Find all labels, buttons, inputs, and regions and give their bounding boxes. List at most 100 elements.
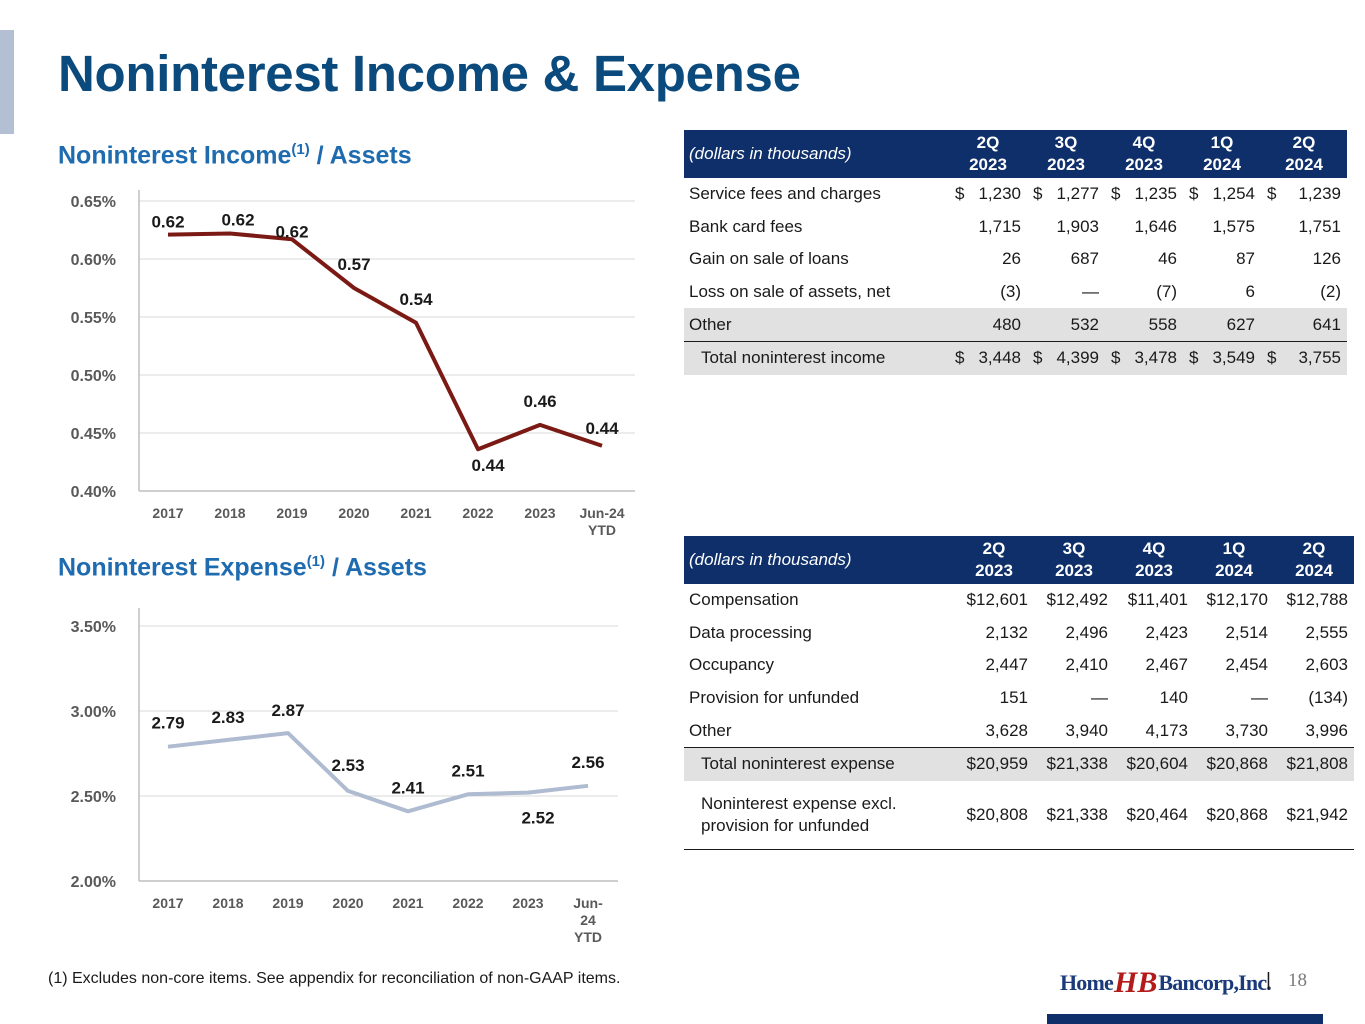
expense-data-label: 2.87 xyxy=(271,701,304,720)
table-cell: $12,170 xyxy=(1206,590,1268,610)
expense-chart-title-suffix: / Assets xyxy=(325,553,427,582)
income-col-header: 2Q 2023 xyxy=(949,130,1027,178)
table-cell: $20,868 xyxy=(1194,746,1274,781)
expense-data-label: 2.56 xyxy=(571,753,604,772)
table-cell: 2,423 xyxy=(1145,622,1188,642)
table-cell: (7) xyxy=(1156,282,1177,302)
table-cell: $21,808 xyxy=(1274,746,1354,781)
row-label: Bank card fees xyxy=(689,216,803,236)
page-number: 18 xyxy=(1288,970,1307,991)
company-logo: Home HB Bancorp,Inc. xyxy=(1060,966,1272,1000)
table-cell: 3,996 xyxy=(1305,720,1348,740)
income-data-label: 0.44 xyxy=(585,419,619,438)
income-data-label: 0.54 xyxy=(399,290,433,309)
table-cell: $20,464 xyxy=(1114,780,1194,850)
expense-data-label: 2.51 xyxy=(451,761,484,780)
expense-col-header: 4Q 2023 xyxy=(1114,536,1194,584)
table-cell: 2,467 xyxy=(1145,655,1188,675)
table-cell: $20,808 xyxy=(954,780,1034,850)
table-row: Provision for unfunded 151 — 140 — (134) xyxy=(684,682,1354,715)
table-cell: $20,959 xyxy=(954,746,1034,781)
table-cell: $3,448 xyxy=(949,340,1027,375)
table-cell: 687 xyxy=(1070,249,1099,269)
table-cell: 627 xyxy=(1183,308,1261,342)
income-series-line xyxy=(167,231,603,452)
table-cell: $3,755 xyxy=(1261,340,1347,375)
row-label: Total noninterest income xyxy=(684,340,949,375)
table-cell: 3,628 xyxy=(985,720,1028,740)
expense-line-chart: 2.00% 2.50% 3.00% 3.50% 2017 2018 2019 2020 2021… xyxy=(71,608,618,945)
total-row: Total noninterest expense $20,959 $21,33… xyxy=(684,746,1354,781)
expense-x-tick-label: 24 xyxy=(580,912,596,928)
table-cell: 2,555 xyxy=(1305,622,1348,642)
income-x-tick-label: YTD xyxy=(588,522,616,538)
income-x-tick-label: 2022 xyxy=(462,505,493,521)
expense-x-tick-label: 2021 xyxy=(392,895,423,911)
income-data-label: 0.62 xyxy=(275,222,308,241)
income-y-tick-label: 0.60% xyxy=(71,252,116,269)
expense-x-tick-label: 2017 xyxy=(152,895,183,911)
table-row: Data processing 2,132 2,496 2,423 2,514 … xyxy=(684,617,1354,650)
table-cell: $12,788 xyxy=(1286,590,1348,610)
table-cell: 2,447 xyxy=(985,655,1028,675)
income-x-tick-label: 2021 xyxy=(400,505,431,521)
expense-table-desc-header: (dollars in thousands) xyxy=(684,536,954,584)
income-data-label: 0.62 xyxy=(151,213,184,232)
footer-bar xyxy=(1047,1014,1323,1024)
expense-x-tick-label: 2023 xyxy=(512,895,543,911)
table-cell: 3,730 xyxy=(1225,720,1268,740)
income-col-header: 4Q 2023 xyxy=(1105,130,1183,178)
table-cell: $4,399 xyxy=(1027,340,1105,375)
table-cell: — xyxy=(1251,688,1268,708)
row-label: Other xyxy=(684,308,949,342)
row-label: Noninterest expense excl. provision for u… xyxy=(684,780,954,850)
table-row: Loss on sale of assets, net (3) — (7) 6 … xyxy=(684,276,1347,309)
table-cell: 4,173 xyxy=(1145,720,1188,740)
income-data-label: 0.44 xyxy=(471,456,505,475)
accent-bar xyxy=(0,30,14,134)
row-label: Occupancy xyxy=(689,655,775,675)
row-label: Other xyxy=(689,720,732,740)
expense-x-tick-label: 2020 xyxy=(332,895,363,911)
table-row: Other 3,628 3,940 4,173 3,730 3,996 xyxy=(684,714,1354,747)
table-cell: 140 xyxy=(1159,688,1188,708)
table-cell: (134) xyxy=(1308,688,1348,708)
income-x-tick-label: 2020 xyxy=(338,505,369,521)
expense-data-label: 2.41 xyxy=(391,778,424,797)
table-cell: $21,942 xyxy=(1274,780,1354,850)
table-row: Other 480 532 558 627 641 xyxy=(684,308,1347,342)
table-cell: $20,868 xyxy=(1194,780,1274,850)
expense-y-tick-label: 2.00% xyxy=(71,874,116,891)
income-chart-title-footnote: (1) xyxy=(291,141,310,158)
table-cell: $21,338 xyxy=(1034,746,1114,781)
income-data-label: 0.62 xyxy=(221,210,254,229)
expense-col-header: 3Q 2023 xyxy=(1034,536,1114,584)
logo-mark: HB xyxy=(1114,966,1158,999)
income-x-tick-label: 2019 xyxy=(276,505,307,521)
table-cell: 1,751 xyxy=(1298,216,1341,236)
expense-x-tick-label: Jun- xyxy=(573,895,603,911)
table-row: Compensation $12,601 $12,492 $11,401 $12… xyxy=(684,584,1354,617)
table-cell: 87 xyxy=(1236,249,1255,269)
table-cell: (3) xyxy=(1000,282,1021,302)
table-cell: $1,254 xyxy=(1189,184,1255,204)
income-data-label: 0.46 xyxy=(523,392,556,411)
table-cell: $12,601 xyxy=(966,590,1028,610)
expense-col-header: 2Q 2023 xyxy=(954,536,1034,584)
income-chart-title-suffix: / Assets xyxy=(309,141,412,170)
income-x-tick-label: Jun-24 xyxy=(579,505,624,521)
income-y-tick-label: 0.55% xyxy=(71,310,116,327)
income-y-tick-label: 0.50% xyxy=(71,368,116,385)
income-chart-title: Noninterest Income(1) / Assets xyxy=(58,141,412,170)
expense-data-label: 2.79 xyxy=(151,714,184,733)
excl-provision-row: Noninterest expense excl. provision for u… xyxy=(684,780,1354,850)
table-cell: $12,492 xyxy=(1046,590,1108,610)
row-label: Provision for unfunded xyxy=(689,688,860,708)
expense-y-tick-label: 3.50% xyxy=(71,619,116,636)
footnote: (1) Excludes non-core items. See appendi… xyxy=(48,970,621,987)
expense-data-label: 2.52 xyxy=(521,809,554,828)
table-cell: $1,277 xyxy=(1033,184,1099,204)
noninterest-expense-table: (dollars in thousands) 2Q 2023 3Q 2023 4Q 2… xyxy=(684,536,1354,850)
table-cell: 2,454 xyxy=(1225,655,1268,675)
logo-text-left: Home xyxy=(1060,970,1114,995)
